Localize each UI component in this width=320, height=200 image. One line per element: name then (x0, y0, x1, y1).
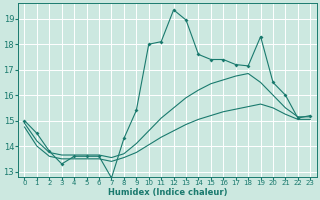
X-axis label: Humidex (Indice chaleur): Humidex (Indice chaleur) (108, 188, 227, 197)
